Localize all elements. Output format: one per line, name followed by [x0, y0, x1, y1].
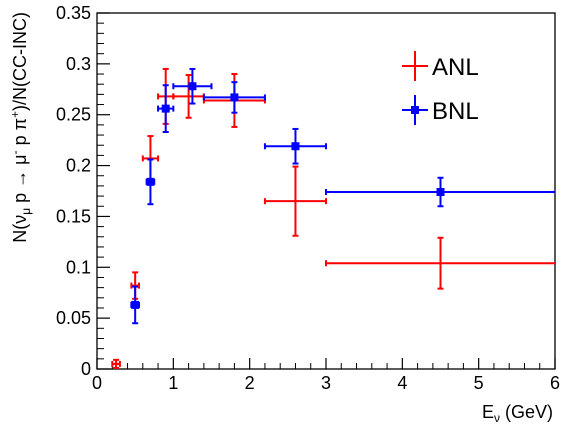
y-axis-label-sup1: -	[8, 150, 22, 154]
x-axis-label-rest: (GeV)	[500, 402, 553, 422]
y-tick-label: 0.05	[56, 308, 91, 328]
y-tick-label: 0.25	[56, 105, 91, 125]
data-point-bnl	[325, 176, 555, 208]
data-point-bnl	[130, 285, 140, 325]
y-axis-label-sup2: +	[8, 111, 22, 118]
series-layer	[111, 67, 555, 369]
x-axis-label-main: E	[482, 402, 494, 422]
series-anl	[111, 67, 555, 369]
series-bnl	[130, 67, 555, 325]
x-tick-label: 5	[474, 373, 484, 393]
x-tick-label: 6	[550, 373, 560, 393]
point-marker	[188, 82, 197, 91]
legend-bnl-label: BNL	[432, 98, 479, 125]
x-tick-label: 4	[397, 373, 407, 393]
data-point-anl	[325, 236, 555, 290]
data-point-bnl	[172, 67, 213, 105]
legend-anl-label: ANL	[432, 54, 479, 81]
data-point-bnl	[202, 81, 266, 114]
legend-bnl-marker	[411, 106, 419, 114]
data-point-anl	[172, 74, 205, 119]
point-marker	[291, 142, 300, 151]
x-tick-label: 0	[92, 373, 102, 393]
y-axis-label: N(νμ p → μ- p π+)/N(CC-INC)	[8, 12, 33, 243]
y-tick-label: 0.35	[56, 3, 91, 23]
data-point-bnl	[157, 84, 175, 134]
legend-entry-anl: ANL	[402, 51, 479, 81]
x-tick-label: 3	[321, 373, 331, 393]
point-marker	[230, 93, 239, 102]
data-point-anl	[111, 358, 121, 369]
y-axis-label-part1: N(ν	[10, 215, 30, 243]
data-point-bnl	[263, 127, 327, 165]
x-axis-label: Eν (GeV)	[482, 402, 553, 425]
point-marker	[161, 104, 170, 113]
x-axis-label-sub: ν	[494, 411, 500, 425]
y-tick-label: 0.2	[66, 156, 91, 176]
axis-ticks: 0 1 2 3 4 5 6 0 0.05 0.1 0.15 0.2 0.25 0.3 0.35	[56, 3, 560, 393]
data-point-bnl	[145, 158, 156, 206]
y-axis-label-part3: p π	[10, 118, 30, 150]
x-tick-label: 1	[168, 373, 178, 393]
legend: ANL BNL	[402, 51, 479, 125]
data-point-anl	[263, 165, 327, 237]
y-tick-label: 0.15	[56, 206, 91, 226]
point-marker	[146, 177, 155, 186]
y-axis-label-part4: )/N(CC-INC)	[10, 12, 30, 111]
legend-entry-bnl: BNL	[402, 95, 479, 125]
point-marker	[131, 300, 140, 309]
y-tick-label: 0.3	[66, 54, 91, 74]
y-tick-label: 0.1	[66, 257, 91, 277]
point-marker	[436, 188, 445, 197]
y-axis-label-part2: p → μ	[10, 154, 30, 207]
x-tick-label: 2	[245, 373, 255, 393]
y-tick-label: 0	[81, 359, 91, 379]
y-axis-label-sub1: μ	[19, 208, 33, 215]
